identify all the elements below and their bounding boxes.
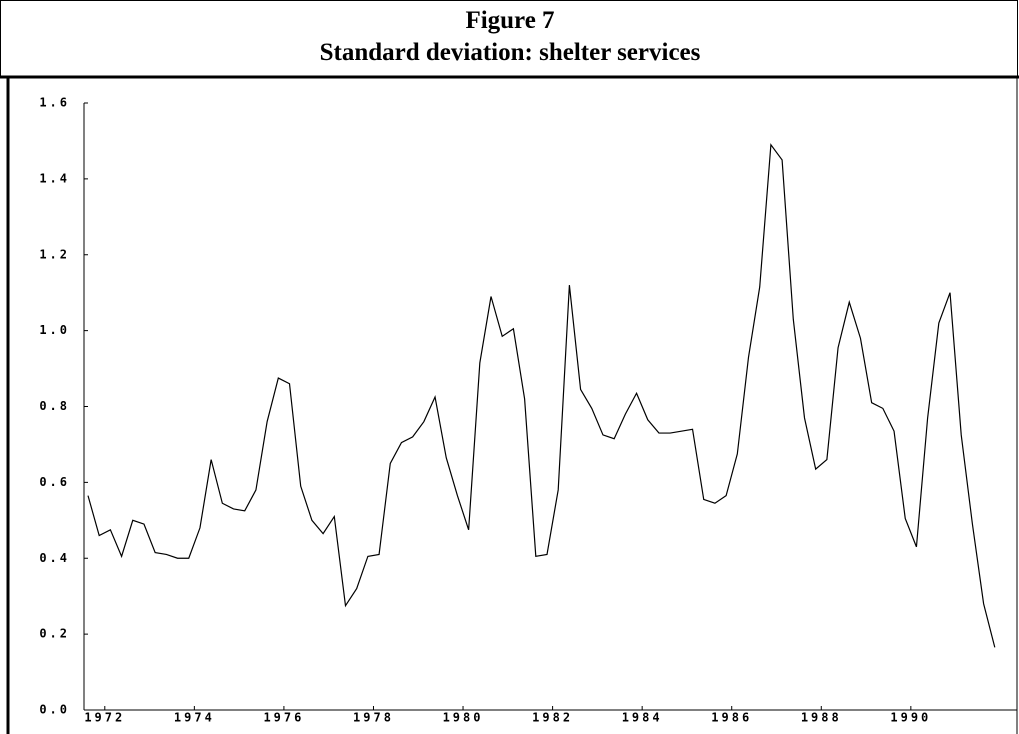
y-tick-label: 0.8 [39, 399, 70, 413]
x-tick-label: 1980 [443, 711, 484, 725]
y-tick-label: 1.0 [39, 323, 70, 337]
x-tick-label: 1976 [263, 711, 304, 725]
chart-subtitle: Standard deviation: shelter services [320, 39, 701, 66]
x-tick-label: 1986 [711, 711, 752, 725]
y-tick-label: 1.2 [39, 247, 70, 261]
x-tick-label: 1982 [532, 711, 573, 725]
y-tick-label: 0.6 [39, 475, 70, 489]
x-tick-label: 1972 [84, 711, 125, 725]
y-tick-label: 0.2 [39, 627, 70, 641]
y-tick-label: 0.4 [39, 551, 70, 565]
y-tick-label: 1.6 [39, 96, 70, 110]
x-tick-label: 1990 [890, 711, 931, 725]
y-tick-label: 0.0 [39, 703, 70, 717]
chart-title: Figure 7 [465, 7, 554, 34]
x-tick-label: 1988 [801, 711, 842, 725]
x-tick-label: 1978 [353, 711, 394, 725]
x-tick-label: 1974 [174, 711, 215, 725]
series-line [87, 143, 996, 648]
x-tick-label: 1984 [622, 711, 663, 725]
y-tick-label: 1.4 [39, 171, 70, 185]
